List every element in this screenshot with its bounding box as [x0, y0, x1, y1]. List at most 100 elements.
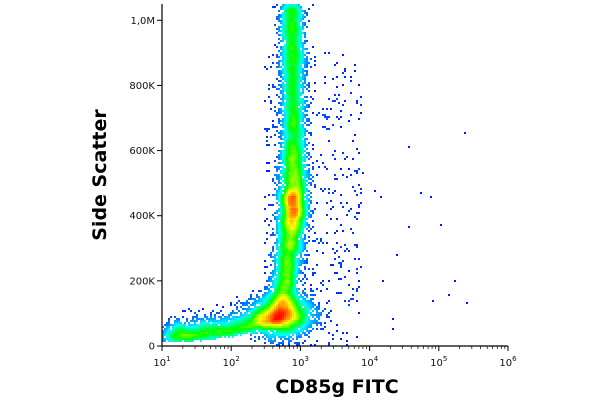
density-cell: [282, 46, 284, 48]
density-cell: [264, 312, 266, 314]
density-cell: [326, 288, 328, 290]
density-cell: [296, 28, 298, 30]
density-cell: [188, 340, 190, 342]
density-cell: [252, 310, 254, 312]
density-cell: [220, 316, 222, 318]
density-cell: [300, 306, 302, 308]
density-cell: [294, 280, 296, 282]
density-cell: [222, 334, 224, 336]
density-cell: [356, 194, 358, 196]
density-cell: [324, 116, 326, 118]
density-cell: [278, 248, 280, 250]
density-cell: [284, 288, 286, 290]
density-cell: [356, 100, 358, 102]
density-cell: [280, 258, 282, 260]
density-cell: [284, 210, 286, 212]
density-cell: [286, 132, 288, 134]
density-cell: [182, 334, 184, 336]
density-cell: [280, 334, 282, 336]
density-cell: [164, 338, 166, 340]
density-cell: [334, 272, 336, 274]
density-cell: [220, 332, 222, 334]
density-cell: [296, 96, 298, 98]
density-cell: [284, 34, 286, 36]
density-cell: [326, 128, 328, 130]
density-cell: [270, 252, 272, 254]
density-cell: [300, 280, 302, 282]
density-cell: [276, 312, 278, 314]
density-cell: [254, 330, 256, 332]
density-cell: [300, 230, 302, 232]
density-cell: [278, 186, 280, 188]
density-cell: [302, 60, 304, 62]
density-cell: [278, 194, 280, 196]
density-cell: [312, 306, 314, 308]
density-cell: [306, 310, 308, 312]
density-cell: [250, 326, 252, 328]
density-cell: [298, 28, 300, 30]
density-cell: [220, 310, 222, 312]
density-cell: [292, 170, 294, 172]
density-cell: [300, 116, 302, 118]
density-cell: [170, 332, 172, 334]
density-cell: [286, 228, 288, 230]
density-cell: [288, 272, 290, 274]
density-cell: [284, 112, 286, 114]
density-cell: [172, 340, 174, 342]
density-cell: [312, 180, 314, 182]
density-cell: [296, 192, 298, 194]
density-cell: [188, 338, 190, 340]
density-cell: [272, 120, 274, 122]
density-cell: [300, 172, 302, 174]
density-cell: [292, 90, 294, 92]
density-cell: [286, 110, 288, 112]
density-cell: [298, 240, 300, 242]
density-cell: [296, 312, 298, 314]
density-cell: [292, 246, 294, 248]
density-cell: [300, 70, 302, 72]
density-cell: [300, 232, 302, 234]
density-cell: [284, 192, 286, 194]
density-cell: [214, 316, 216, 318]
density-cell: [310, 58, 312, 60]
density-cell: [282, 26, 284, 28]
density-cell: [212, 326, 214, 328]
density-cell: [288, 270, 290, 272]
density-cell: [276, 56, 278, 58]
density-cell: [286, 264, 288, 266]
density-cell: [300, 160, 302, 162]
density-cell: [300, 318, 302, 320]
density-cell: [296, 154, 298, 156]
density-cell: [306, 242, 308, 244]
density-cell: [294, 154, 296, 156]
density-cell: [296, 104, 298, 106]
density-cell: [244, 332, 246, 334]
density-cell: [286, 316, 288, 318]
density-cell: [296, 12, 298, 14]
density-cell: [298, 272, 300, 274]
density-cell: [308, 8, 310, 10]
density-cell: [284, 168, 286, 170]
density-cell: [286, 182, 288, 184]
density-cell: [290, 22, 292, 24]
density-cell: [300, 312, 302, 314]
density-cell: [284, 226, 286, 228]
density-cell: [314, 60, 316, 62]
density-cell: [292, 190, 294, 192]
density-cell: [290, 62, 292, 64]
density-cell: [276, 268, 278, 270]
density-cell: [312, 168, 314, 170]
density-cell: [262, 326, 264, 328]
density-cell: [166, 326, 168, 328]
density-cell: [292, 42, 294, 44]
density-cell: [286, 328, 288, 330]
density-cell: [230, 334, 232, 336]
density-cell: [168, 330, 170, 332]
density-cell: [292, 226, 294, 228]
density-cell: [310, 288, 312, 290]
density-cell: [288, 12, 290, 14]
density-cell: [356, 290, 358, 292]
density-cell: [316, 308, 318, 310]
density-cell: [296, 32, 298, 34]
density-cell: [286, 96, 288, 98]
